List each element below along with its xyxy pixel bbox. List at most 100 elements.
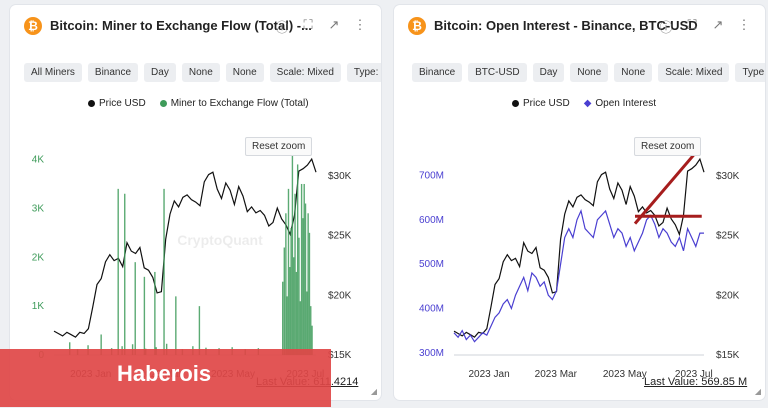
filter-window[interactable]: Day: [532, 63, 565, 82]
flow-bar: [310, 306, 312, 355]
banner-text: Haberois: [117, 361, 212, 386]
filter-bar: Binance BTC-USD Day None None Scale: Mix…: [412, 63, 765, 82]
filter-window[interactable]: Day: [144, 63, 176, 82]
legend-item-price[interactable]: Price USD: [512, 98, 570, 109]
reset-zoom-button[interactable]: Reset zoom: [245, 137, 313, 156]
external-link-icon[interactable]: ↗: [712, 17, 724, 32]
filter-sma[interactable]: None: [181, 63, 220, 82]
flow-bar: [304, 203, 307, 355]
legend-item-flow[interactable]: Miner to Exchange Flow (Total): [159, 98, 309, 109]
site-banner: Haberois: [0, 349, 331, 407]
x-tick-label: 2023 Mar: [535, 369, 578, 380]
bitcoin-icon: ₿: [408, 17, 426, 35]
info-icon[interactable]: ⓘ: [659, 20, 673, 35]
flow-bar: [308, 232, 311, 355]
external-link-icon[interactable]: ↗: [328, 17, 340, 32]
flow-bar: [290, 227, 292, 355]
flow-bar: [302, 218, 304, 355]
y-right-tick-label: $25K: [716, 231, 740, 242]
flow-bar: [286, 296, 288, 355]
chart-legend: Price USD Miner to Exchange Flow (Total): [88, 98, 309, 109]
filter-scale[interactable]: Scale: Mixed: [269, 63, 341, 82]
chart-legend: Price USD ◆ Open Interest: [512, 98, 656, 109]
flow-bar: [307, 213, 309, 355]
y-right-tick-label: $20K: [328, 290, 352, 301]
filter-type[interactable]: Type: Line: [735, 63, 765, 82]
flow-bar: [298, 237, 300, 355]
flow-bar: [198, 306, 201, 355]
annotation-trend-line: [633, 148, 700, 225]
expand-icon[interactable]: ⛶: [687, 17, 697, 32]
flow-bar: [143, 276, 146, 355]
flow-bar: [299, 301, 301, 355]
watermark: CryptoQuant: [177, 232, 263, 248]
flow-bar: [306, 291, 308, 355]
flow-bar: [154, 271, 156, 355]
flow-bar: [287, 188, 290, 355]
price-usd-line: [53, 157, 317, 338]
flow-bar: [175, 296, 177, 355]
diamond-icon: ◆: [583, 98, 592, 109]
miner-flow-panel: ₿ Bitcoin: Miner to Exchange Flow (Total…: [10, 5, 381, 400]
legend-dot: [512, 100, 519, 107]
y-left-tick-label: 2K: [32, 252, 45, 263]
y-right-tick-label: $20K: [716, 290, 740, 301]
flow-bar: [293, 257, 295, 355]
open-interest-chart: 300M 400M 500M 600M 700M $15K $20K $25K $30K 2023…: [419, 148, 740, 380]
flow-bar: [282, 281, 284, 355]
flow-bar: [117, 188, 119, 355]
flow-bar: [294, 193, 296, 355]
open-interest-line: [453, 209, 704, 343]
filter-miner[interactable]: All Miners: [24, 63, 82, 82]
resize-handle-icon[interactable]: ◢: [370, 387, 377, 396]
legend-item-price[interactable]: Price USD: [88, 98, 146, 109]
expand-icon[interactable]: ⛶: [303, 17, 313, 32]
y-right-tick-label: $30K: [328, 171, 352, 182]
flow-bar: [69, 342, 71, 355]
y-right-tick-label: $15K: [716, 350, 740, 361]
y-left-tick-label: 600M: [419, 215, 444, 226]
legend-item-open-interest[interactable]: ◆ Open Interest: [583, 98, 656, 109]
flow-bar: [283, 247, 285, 355]
flow-bar: [300, 183, 303, 355]
y-left-tick-label: 300M: [419, 348, 444, 359]
filter-scale[interactable]: Scale: Mixed: [658, 63, 730, 82]
flow-bar: [303, 183, 305, 355]
flow-bar: [100, 334, 102, 355]
flow-bar: [124, 193, 126, 355]
legend-dot: [159, 100, 167, 107]
y-left-tick-label: 4K: [32, 155, 45, 166]
miner-flow-chart: CryptoQuant01K2K3K4K$15K$20K$25K$30K2023…: [32, 154, 352, 380]
y-left-tick-label: 400M: [419, 303, 444, 314]
filter-exchange[interactable]: Binance: [87, 63, 139, 82]
price-usd-line: [453, 157, 705, 338]
flow-bar: [285, 213, 287, 355]
flow-bar: [295, 271, 298, 355]
x-tick-label: 2023 Jul: [675, 369, 713, 380]
last-value: Last Value: 569.85 M: [644, 376, 748, 388]
flow-bar: [134, 262, 136, 355]
flow-bar: [311, 325, 313, 355]
bitcoin-icon: ₿: [24, 17, 42, 35]
filter-ema[interactable]: None: [614, 63, 653, 82]
x-tick-label: 2023 Jan: [468, 369, 509, 380]
resize-handle-icon[interactable]: ◢: [754, 387, 761, 396]
filter-type[interactable]: Type: Bar: [346, 63, 381, 82]
filter-ema[interactable]: None: [225, 63, 264, 82]
flow-bar: [289, 267, 291, 355]
y-right-tick-label: $30K: [716, 171, 740, 182]
reset-zoom-button[interactable]: Reset zoom: [634, 137, 702, 156]
open-interest-panel: ₿ Bitcoin: Open Interest - Binance, BTC-…: [394, 5, 765, 400]
more-icon[interactable]: ⋮: [353, 17, 367, 32]
filter-symbol[interactable]: BTC-USD: [468, 63, 527, 82]
flow-bar: [291, 154, 294, 355]
filter-bar: All Miners Binance Day None None Scale: …: [24, 63, 381, 82]
flow-bar: [296, 164, 299, 355]
filter-exchange[interactable]: Binance: [412, 63, 463, 82]
legend-dot: [88, 100, 95, 107]
info-icon[interactable]: ⓘ: [275, 20, 289, 35]
flow-bar: [163, 188, 165, 355]
more-icon[interactable]: ⋮: [737, 17, 751, 32]
y-left-tick-label: 500M: [419, 259, 444, 270]
filter-sma[interactable]: None: [570, 63, 609, 82]
